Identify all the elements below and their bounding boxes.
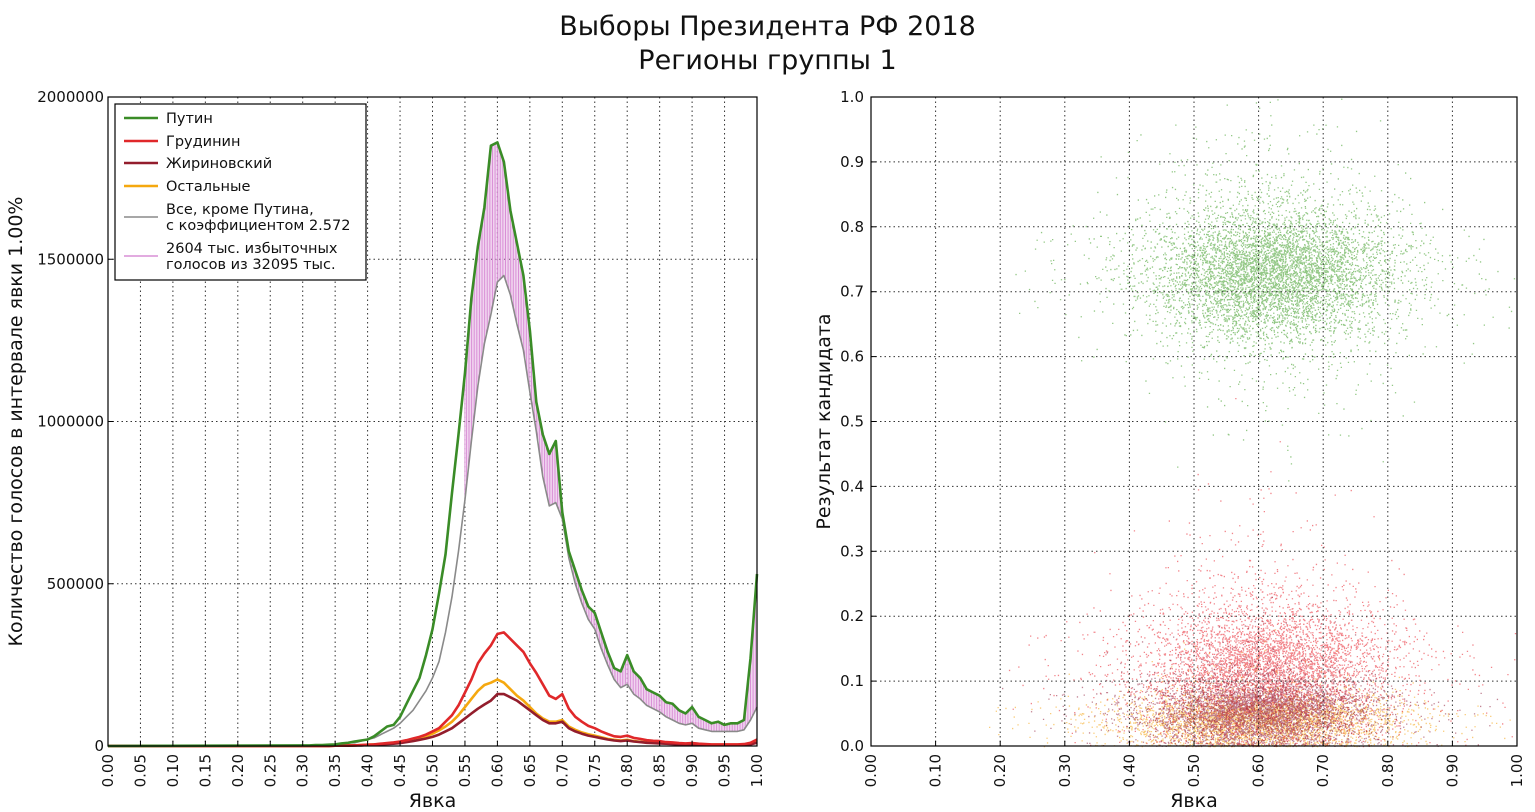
x-tick-label: 0.35 bbox=[326, 754, 344, 787]
x-tick-label: 0.30 bbox=[1056, 754, 1074, 787]
y-tick-label: 0 bbox=[94, 737, 104, 755]
y-tick-label: 1000000 bbox=[37, 413, 104, 431]
legend: Путин Грудинин Жириновский Остальные Все, кр… bbox=[114, 103, 367, 281]
y-tick-label: 0.0 bbox=[840, 737, 864, 755]
x-tick-label: 0.95 bbox=[716, 754, 734, 787]
legend-label: Путин bbox=[166, 111, 213, 127]
x-tick-label: 0.00 bbox=[862, 754, 880, 787]
y-tick-label: 1500000 bbox=[37, 250, 104, 268]
y-tick-label: 0.6 bbox=[840, 348, 864, 366]
x-tick-label: 0.10 bbox=[927, 754, 945, 787]
x-tick-label: 0.60 bbox=[488, 754, 506, 787]
y-axis-label: Количество голосов в интервале явки 1.00… bbox=[5, 197, 27, 647]
x-tick-label: 0.55 bbox=[456, 754, 474, 787]
y-tick-label: 0.8 bbox=[840, 218, 864, 236]
x-tick-label: 0.65 bbox=[521, 754, 539, 787]
legend-label: Все, кроме Путина, bbox=[166, 202, 314, 218]
x-tick-label: 0.50 bbox=[424, 754, 442, 787]
histogram-chart: 0.00 0.05 0.10 0.15 0.20 0.25 0.30 0.35 0.40 0.45… bbox=[5, 88, 766, 812]
x-tick-label: 0.40 bbox=[1120, 754, 1138, 787]
y-tick-label: 0.4 bbox=[840, 477, 864, 495]
x-tick-label: 0.25 bbox=[261, 754, 279, 787]
y-tick-label: 0.3 bbox=[840, 542, 864, 560]
legend-label: 2604 тыс. избыточных bbox=[166, 241, 338, 257]
x-axis-label: Явка bbox=[409, 790, 457, 812]
x-tick-label: 0.90 bbox=[683, 754, 701, 787]
x-tick-label: 0.90 bbox=[1443, 754, 1461, 787]
x-tick-label: 0.05 bbox=[131, 754, 149, 787]
y-tick-label: 0.2 bbox=[840, 607, 864, 625]
x-tick-label: 0.50 bbox=[1185, 754, 1203, 787]
chart-subtitle: Регионы группы 1 bbox=[638, 45, 897, 76]
x-tick-label: 0.70 bbox=[553, 754, 571, 787]
x-tick-label: 0.00 bbox=[99, 754, 117, 787]
x-tick-label: 0.15 bbox=[196, 754, 214, 787]
y-tick-label: 2000000 bbox=[37, 88, 104, 106]
x-tick-label: 0.45 bbox=[391, 754, 409, 787]
y-tick-label: 1.0 bbox=[840, 88, 864, 106]
x-tick-label: 0.75 bbox=[586, 754, 604, 787]
y-tick-label: 500000 bbox=[47, 575, 104, 593]
legend-label: Остальные bbox=[166, 179, 250, 195]
x-tick-label: 0.30 bbox=[294, 754, 312, 787]
x-axis-label: Явка bbox=[1170, 790, 1218, 812]
x-tick-label: 0.40 bbox=[359, 754, 377, 787]
x-tick-label: 0.80 bbox=[1379, 754, 1397, 787]
legend-label: Грудинин bbox=[166, 134, 240, 150]
scatter-points bbox=[989, 629, 1511, 748]
x-tick-label: 0.10 bbox=[164, 754, 182, 787]
legend-box bbox=[114, 103, 367, 281]
x-tick-label: 0.20 bbox=[229, 754, 247, 787]
x-tick-label: 1.00 bbox=[748, 754, 766, 787]
legend-label: голосов из 32095 тыс. bbox=[166, 257, 336, 273]
x-tick-label: 0.85 bbox=[651, 754, 669, 787]
series-line bbox=[107, 141, 759, 748]
y-tick-label: 0.1 bbox=[840, 672, 864, 690]
x-tick-label: 0.70 bbox=[1314, 754, 1332, 787]
x-tick-label: 0.80 bbox=[618, 754, 636, 787]
y-tick-label: 0.9 bbox=[840, 153, 864, 171]
scatter-cloud bbox=[1002, 596, 1499, 748]
y-tick-label: 0.5 bbox=[840, 413, 864, 431]
x-tick-label: 0.60 bbox=[1250, 754, 1268, 787]
series-line bbox=[108, 631, 758, 748]
legend-label: Жириновский bbox=[166, 156, 272, 172]
x-tick-label: 1.00 bbox=[1508, 754, 1526, 787]
x-tick-label: 0.20 bbox=[991, 754, 1009, 787]
scatter-points bbox=[1002, 596, 1499, 748]
legend-label: с коэффициентом 2.572 bbox=[166, 218, 350, 234]
scatter-cloud bbox=[989, 629, 1511, 748]
y-axis-label: Результат кандидата bbox=[813, 313, 835, 529]
chart-title: Выборы Президента РФ 2018 bbox=[559, 11, 976, 42]
y-tick-label: 0.7 bbox=[840, 283, 864, 301]
